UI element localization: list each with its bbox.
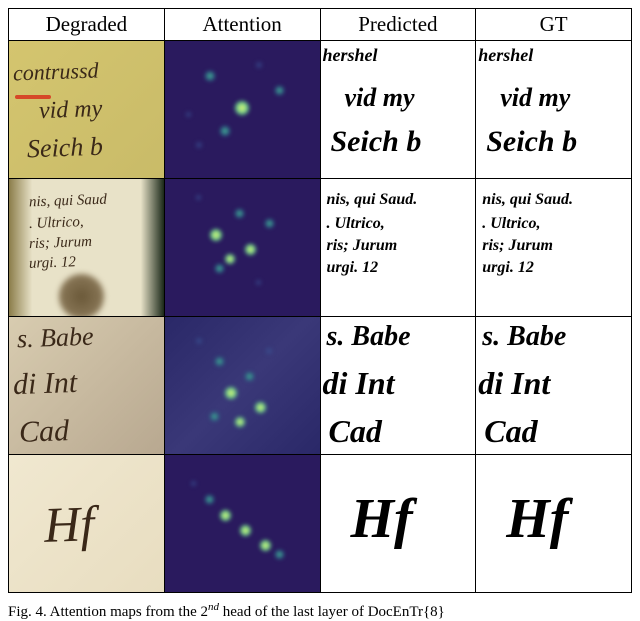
degraded-cell: contrussd vid my Seich b [9,41,165,179]
predicted-cell: Hf [320,455,476,593]
handwriting-line: urgi. 12 [29,254,77,273]
degraded-cell: Hf [9,455,165,593]
gt-cell: hershel vid my Seich b [476,41,632,179]
binarized-line: nis, qui Saud. [327,191,418,209]
attention-hotspot [255,61,263,69]
attention-hotspot [225,387,237,399]
binarized-line: vid my [345,83,415,113]
attention-cell [164,179,320,317]
binarized-line: nis, qui Saud. [482,191,573,209]
handwriting-line: vid my [39,96,103,125]
col-header-attention: Attention [164,9,320,41]
binarized-line: Seich b [331,125,422,159]
attention-hotspot [235,209,244,218]
attention-hotspot [195,337,203,345]
handwriting-line: s. Babe [16,322,94,355]
binarized-line: urgi. 12 [482,259,534,277]
binarized-line: Cad [484,413,537,450]
binarized-line: Hf [506,487,568,551]
handwriting-line: di Int [12,366,77,402]
attention-hotspot [255,279,262,286]
attention-hotspot [260,540,271,551]
predicted-cell: nis, qui Saud. . Ultrico, ris; Jurum urgi. … [320,179,476,317]
binarized-line: urgi. 12 [327,259,379,277]
attention-hotspot [245,372,254,381]
attention-hotspot [220,126,230,136]
figure-grid: Degraded Attention Predicted GT contruss… [8,8,632,593]
attention-hotspot [205,495,214,504]
degraded-cell: s. Babe di Int Cad [9,317,165,455]
handwriting-line: Seich b [26,132,103,165]
caption-suffix: head of the last layer of DocEnTr{8} [219,604,445,620]
binarized-line: ris; Jurum [482,237,553,255]
attention-hotspot [210,229,222,241]
binarized-line: hershel [323,45,378,66]
binarized-line: s. Babe [327,321,411,353]
header-row: Degraded Attention Predicted GT [9,9,632,41]
attention-hotspot [275,550,284,559]
binarized-line: vid my [500,83,570,113]
attention-hotspot [275,86,284,95]
attention-cell [164,41,320,179]
gt-cell: Hf [476,455,632,593]
attention-hotspot [205,71,215,81]
handwriting-line: Cad [18,414,69,450]
attention-cell [164,455,320,593]
table-row: s. Babe di Int Cad s. Babe di Int Cad s. Babe d… [9,317,632,455]
binarized-line: Seich b [486,125,577,159]
caption-superscript: nd [208,601,219,613]
binarized-line: Hf [351,487,413,551]
binarized-line: di Int [478,365,550,402]
predicted-cell: s. Babe di Int Cad [320,317,476,455]
attention-hotspot [265,219,274,228]
attention-hotspot [215,357,224,366]
attention-hotspot [235,101,249,115]
binarized-line: Cad [329,413,382,450]
degraded-cell: nis, qui Saud . Ultrico,ris; Jurumurgi. 1… [9,179,165,317]
handwriting-line: ris; Jurum [29,234,92,253]
attention-hotspot [240,525,251,536]
table-row: contrussd vid my Seich b hershel vid my Seich… [9,41,632,179]
gt-cell: nis, qui Saud. . Ultrico, ris; Jurum urgi. … [476,179,632,317]
handwriting-line: contrussd [13,58,99,87]
caption-prefix: Fig. 4. Attention maps from the 2 [8,604,208,620]
attention-cell [164,317,320,455]
attention-hotspot [190,480,197,487]
table-row: Hf Hf Hf [9,455,632,593]
attention-hotspot [235,417,245,427]
attention-hotspot [215,264,224,273]
col-header-predicted: Predicted [320,9,476,41]
attention-hotspot [220,510,231,521]
attention-hotspot [265,347,273,355]
attention-hotspot [255,402,266,413]
attention-hotspot [225,254,235,264]
red-underline [15,95,51,99]
handwriting-line: Hf [43,494,95,554]
attention-hotspot [210,412,219,421]
handwriting-line: . Ultrico, [29,214,84,233]
predicted-cell: hershel vid my Seich b [320,41,476,179]
stain-mark [59,274,104,316]
attention-hotspot [245,244,256,255]
handwriting-line: nis, qui Saud [29,192,107,212]
binarized-line: hershel [478,45,533,66]
binarized-line: . Ultrico, [482,215,540,233]
binarized-line: . Ultrico, [327,215,385,233]
binarized-line: ris; Jurum [327,237,398,255]
binarized-line: di Int [323,365,395,402]
col-header-gt: GT [476,9,632,41]
binarized-line: s. Babe [482,321,566,353]
col-header-degraded: Degraded [9,9,165,41]
attention-hotspot [195,141,203,149]
gt-cell: s. Babe di Int Cad [476,317,632,455]
table-row: nis, qui Saud. Ultrico,ris; Jurumurgi. 1… [9,179,632,317]
attention-hotspot [195,194,202,201]
attention-hotspot [185,111,192,118]
figure-caption: Fig. 4. Attention maps from the 2nd head… [8,593,632,621]
